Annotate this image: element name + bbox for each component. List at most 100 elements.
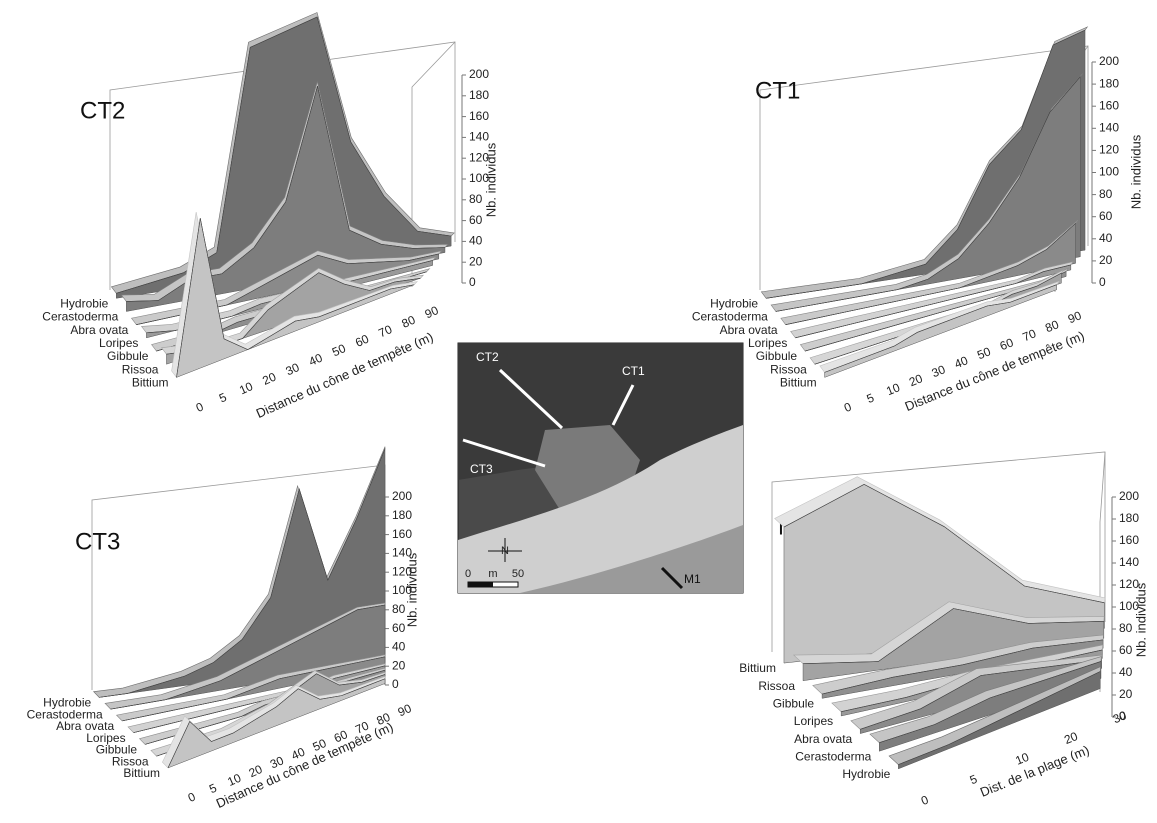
y-tick-label: 60 bbox=[469, 213, 483, 227]
series-label: Rissoa bbox=[758, 679, 795, 693]
x-tick-label: 70 bbox=[1020, 326, 1038, 344]
x-tick-label: 80 bbox=[374, 710, 392, 728]
y-tick-label: 160 bbox=[1099, 98, 1119, 112]
y-tick-label: 180 bbox=[1099, 76, 1119, 90]
x-tick-label: 20 bbox=[907, 371, 925, 389]
y-tick-label: 160 bbox=[1119, 533, 1139, 547]
series-label: Rissoa bbox=[770, 362, 807, 376]
y-tick-label: 120 bbox=[469, 150, 489, 164]
x-tick-label: 50 bbox=[311, 736, 329, 754]
series-label: Gibbule bbox=[756, 349, 798, 363]
series-label: Cerastoderma bbox=[795, 749, 871, 763]
ribbon-line bbox=[116, 16, 452, 294]
ribbon-line bbox=[176, 218, 415, 378]
y-tick-label: 40 bbox=[1119, 665, 1133, 679]
scale-bar bbox=[468, 582, 493, 587]
ribbon-line bbox=[110, 604, 386, 710]
y-tick-label: 40 bbox=[469, 234, 483, 248]
y-tick-label: 140 bbox=[392, 546, 412, 560]
x-tick-label: 80 bbox=[1043, 317, 1061, 335]
series-label: Abra ovata bbox=[70, 323, 128, 337]
site-label: CT2 bbox=[476, 350, 499, 364]
x-tick-label: 10 bbox=[225, 771, 243, 789]
y-tick-label: 0 bbox=[392, 677, 399, 691]
ribbon-line bbox=[795, 264, 1071, 339]
series-label: Abra ovata bbox=[56, 719, 114, 733]
ribbon-line bbox=[766, 29, 1086, 299]
y-axis-label: Nb. individus bbox=[1128, 134, 1143, 209]
y-axis-label: Nb. individus bbox=[483, 142, 498, 217]
x-tick-label: 30 bbox=[284, 360, 302, 378]
y-tick-label: 160 bbox=[469, 109, 489, 123]
series-label: Gibbule bbox=[107, 349, 149, 363]
y-tick-label: 80 bbox=[1099, 187, 1113, 201]
x-tick-label: 5 bbox=[968, 772, 980, 788]
y-tick-label: 120 bbox=[1099, 143, 1119, 157]
x-tick-label: 60 bbox=[353, 332, 371, 350]
ribbon-line bbox=[824, 284, 1057, 373]
series-label: Loripes bbox=[748, 336, 787, 350]
series-label: Loripes bbox=[86, 731, 125, 745]
series-label: Rissoa bbox=[112, 754, 149, 768]
y-tick-label: 0 bbox=[1119, 709, 1126, 723]
series-label: Bittium bbox=[780, 376, 817, 390]
y-tick-label: 180 bbox=[392, 508, 412, 522]
y-tick-label: 200 bbox=[1119, 489, 1139, 503]
scale-label: 0 bbox=[465, 568, 471, 580]
y-tick-label: 180 bbox=[1119, 511, 1139, 525]
ribbon-line bbox=[122, 656, 386, 722]
y-tick-label: 80 bbox=[469, 192, 483, 206]
series-label: Bittium bbox=[123, 766, 160, 780]
x-tick-label: 30 bbox=[1111, 708, 1129, 726]
x-tick-label: 10 bbox=[884, 380, 902, 398]
back-wall bbox=[771, 451, 1106, 652]
chart-title: CT1 bbox=[755, 77, 800, 104]
x-tick-label: 20 bbox=[247, 762, 265, 780]
y-tick-label: 200 bbox=[1099, 54, 1119, 68]
x-tick-label: 5 bbox=[865, 390, 877, 406]
y-tick-label: 20 bbox=[1099, 253, 1113, 267]
y-tick-label: 100 bbox=[1119, 599, 1139, 613]
y-tick-label: 60 bbox=[1099, 209, 1113, 223]
chart-title: CT2 bbox=[80, 97, 125, 124]
chart-title: CT3 bbox=[75, 528, 120, 555]
y-axis-label: Nb. individus bbox=[1133, 582, 1148, 657]
x-tick-label: 90 bbox=[423, 303, 441, 321]
y-tick-label: 180 bbox=[469, 88, 489, 102]
y-tick-label: 0 bbox=[469, 275, 476, 289]
x-tick-label: 40 bbox=[289, 745, 307, 763]
ribbon-line bbox=[775, 76, 1081, 312]
x-tick-label: 10 bbox=[1013, 750, 1031, 768]
ribbon-line bbox=[99, 448, 386, 698]
transect-line bbox=[660, 566, 684, 590]
series-label: Bittium bbox=[132, 376, 169, 390]
x-tick-label: 0 bbox=[919, 792, 931, 808]
series-label: Hydrobie bbox=[43, 696, 91, 710]
ribbon-line bbox=[133, 665, 386, 733]
series-label: Hydrobie bbox=[710, 296, 758, 310]
site-label: CT1 bbox=[622, 364, 645, 378]
site-label: CT3 bbox=[470, 462, 493, 476]
y-tick-label: 40 bbox=[392, 640, 406, 654]
scale-label: 50 bbox=[512, 568, 524, 580]
y-tick-label: 60 bbox=[1119, 643, 1133, 657]
x-tick-label: 80 bbox=[400, 313, 418, 331]
transect-line bbox=[498, 368, 564, 430]
series-label: Hydrobie bbox=[842, 767, 890, 781]
ribbon-line bbox=[785, 223, 1076, 325]
y-tick-label: 100 bbox=[1099, 165, 1119, 179]
north-label: N bbox=[501, 545, 509, 557]
y-tick-label: 200 bbox=[392, 489, 412, 503]
x-axis-label: Distance du cône de tempête (m) bbox=[254, 329, 436, 421]
series-label: Cerastoderma bbox=[692, 310, 768, 324]
x-tick-label: 0 bbox=[194, 399, 206, 415]
map-sea bbox=[520, 525, 743, 593]
x-tick-label: 70 bbox=[376, 322, 394, 340]
ribbon-line bbox=[860, 659, 1102, 730]
series-label: Gibbule bbox=[773, 697, 815, 711]
transect-line bbox=[462, 438, 546, 468]
transect-line bbox=[611, 384, 635, 426]
x-tick-label: 20 bbox=[260, 370, 278, 388]
